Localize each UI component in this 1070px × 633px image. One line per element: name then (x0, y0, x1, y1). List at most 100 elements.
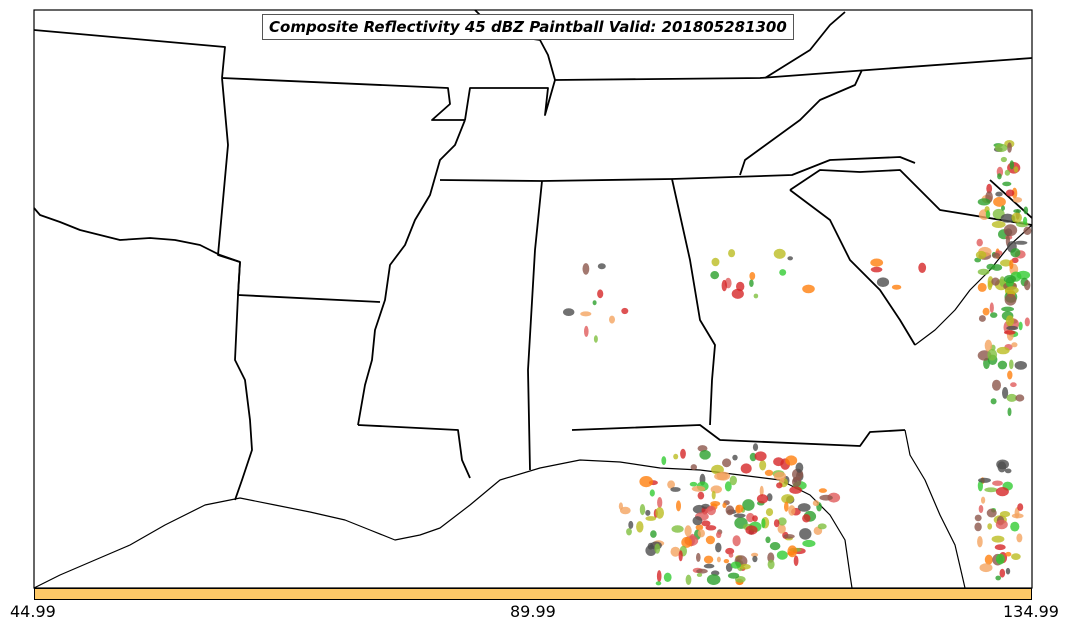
paintball-blob (984, 554, 993, 565)
paintball-blob (697, 529, 705, 538)
paintball-blob (1015, 394, 1025, 402)
paintball-blob (676, 500, 681, 512)
paintball-blob (724, 481, 732, 492)
paintball-blob (619, 506, 631, 515)
paintball-blob (991, 264, 1003, 271)
paintball-blob (979, 563, 993, 573)
colorbar-tick-max: 134.99 (1003, 602, 1059, 621)
paintball-blob (645, 516, 657, 521)
map-title: Composite Reflectivity 45 dBZ Paintball … (262, 14, 794, 40)
paintball-blob (993, 196, 1006, 207)
paintball-blob (621, 307, 629, 315)
paintball-blob (670, 487, 681, 492)
paintball-blob (818, 488, 828, 493)
paintball-blob (918, 262, 927, 273)
paintball-blob (1002, 181, 1012, 187)
paintball-blob (1007, 142, 1012, 153)
paintball-blob (703, 563, 715, 569)
paintball-blob (684, 525, 692, 537)
border-nc-sc (789, 169, 1033, 226)
paintball-blob (663, 572, 672, 582)
paintball-blob (779, 269, 787, 276)
paintball-blob (692, 516, 703, 526)
paintball-blob (636, 521, 644, 533)
border-mississippi-alabama (527, 180, 543, 471)
paintball-blob (735, 504, 744, 513)
paintball-blob (681, 536, 692, 548)
paintball-blob (756, 494, 769, 504)
paintball-blob (656, 570, 662, 583)
paintball-blob (1023, 226, 1032, 235)
paintball-blob (991, 221, 1006, 228)
paintball-blob (740, 463, 752, 474)
paintball-blob (1006, 393, 1018, 402)
paintball-blob (764, 469, 774, 476)
paintball-blob (759, 460, 767, 471)
paintball-blob (989, 302, 994, 314)
paintball-blob (597, 263, 606, 270)
paintball-blob (661, 456, 667, 466)
paintball-blob (793, 555, 799, 567)
paintball-blob (729, 475, 737, 486)
paintball-blob (987, 349, 998, 361)
paintball-blob (783, 534, 795, 539)
paintball-blob (685, 574, 692, 585)
paintball-blob (995, 519, 1008, 530)
paintball-blob (705, 535, 716, 545)
paintball-blob (1023, 280, 1031, 291)
paintball-blob (787, 551, 795, 556)
paintball-blob (655, 581, 662, 586)
paintball-blob (725, 505, 735, 516)
paintball-blob (891, 284, 902, 290)
border-virginia (739, 69, 863, 176)
paintball-blob (1023, 206, 1029, 215)
paintball-blob (776, 482, 783, 489)
paintball-blob (699, 450, 711, 460)
paintball-blob (817, 523, 827, 530)
paintball-blob (981, 496, 986, 504)
paintball-blob (997, 173, 1002, 180)
paintball-blob (767, 559, 775, 570)
paintball-blob (1011, 212, 1022, 223)
paintball-blob (1023, 216, 1028, 225)
paintball-blob (985, 210, 991, 219)
paintball-blob (753, 293, 759, 299)
paintball-blob (992, 379, 1001, 391)
paintball-blob (732, 454, 738, 461)
paintball-blob (680, 448, 686, 459)
paintball-blob (667, 480, 675, 489)
paintball-blob (776, 550, 788, 560)
paintball-blob (995, 487, 1009, 497)
border-texas-oklahoma (33, 29, 226, 79)
paintball-blob (706, 505, 716, 516)
paintball-blob (996, 459, 1009, 470)
paintball-blob (751, 552, 759, 558)
paintball-blob (733, 513, 746, 518)
paintball-blob (1004, 468, 1012, 474)
paintball-blob (592, 300, 597, 306)
paintball-blob (1010, 521, 1020, 532)
paintball-blob (997, 360, 1008, 370)
border-florida-north (571, 424, 906, 447)
paintball-blob (673, 453, 679, 460)
paintball-blobs (563, 140, 1032, 586)
paintball-blob (999, 276, 1006, 287)
paintball-blob (986, 183, 993, 194)
paintball-blob (976, 238, 983, 247)
paintball-blob (975, 250, 987, 260)
paintball-blob (1004, 293, 1017, 306)
paintball-blob (749, 279, 754, 288)
paintball-blob (761, 518, 766, 529)
paintball-blob (1018, 321, 1023, 331)
paintball-blob (711, 490, 716, 500)
paintball-blob (710, 501, 721, 507)
paintball-blob (1011, 342, 1018, 348)
paintball-blob (752, 515, 758, 522)
paintball-blob (797, 503, 811, 512)
paintball-blob (1004, 169, 1011, 176)
paintball-blob (710, 271, 720, 280)
paintball-blob (701, 520, 711, 527)
paintball-blob (870, 258, 884, 267)
paintball-blob (1016, 533, 1023, 543)
